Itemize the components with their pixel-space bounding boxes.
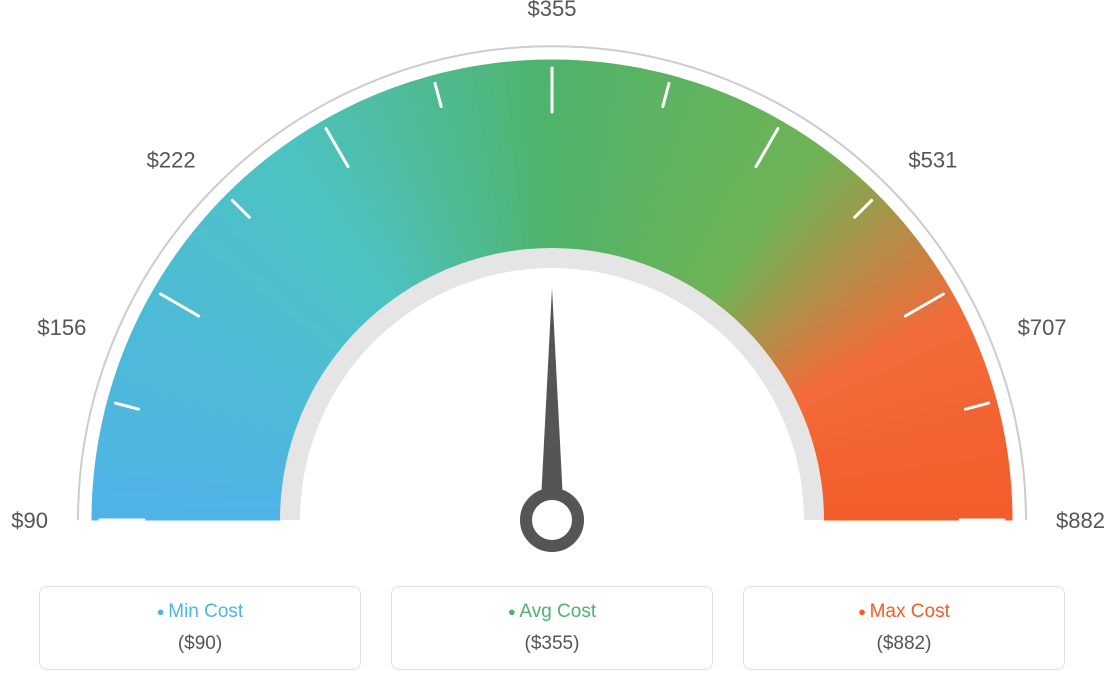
gauge-area: $90 $156 $222 $355 $531 $707 $882 <box>0 0 1104 570</box>
gauge-tick-label: $707 <box>1018 315 1067 340</box>
gauge-needle <box>540 288 564 520</box>
legend-avg-label: Avg Cost <box>402 601 702 623</box>
gauge-tick-label: $882 <box>1056 508 1104 533</box>
legend-min-label: Min Cost <box>50 601 350 623</box>
gauge-needle-hub <box>526 494 578 546</box>
legend-card-min: Min Cost ($90) <box>39 586 361 670</box>
legend-card-max: Max Cost ($882) <box>743 586 1065 670</box>
legend-max-value: ($882) <box>754 633 1054 655</box>
legend-card-avg: Avg Cost ($355) <box>391 586 713 670</box>
cost-gauge-widget: $90 $156 $222 $355 $531 $707 $882 Min Cost ($9… <box>0 0 1104 690</box>
gauge-chart: $90 $156 $222 $355 $531 $707 $882 <box>0 0 1104 570</box>
legend-max-label: Max Cost <box>754 601 1054 623</box>
legend-min-value: ($90) <box>50 633 350 655</box>
legend-row: Min Cost ($90) Avg Cost ($355) Max Cost … <box>0 586 1104 670</box>
gauge-tick-label: $355 <box>528 0 577 21</box>
gauge-tick-label: $156 <box>37 315 86 340</box>
gauge-tick-label: $90 <box>11 508 48 533</box>
gauge-tick-label: $531 <box>908 148 957 173</box>
legend-avg-value: ($355) <box>402 633 702 655</box>
gauge-tick-label: $222 <box>147 148 196 173</box>
